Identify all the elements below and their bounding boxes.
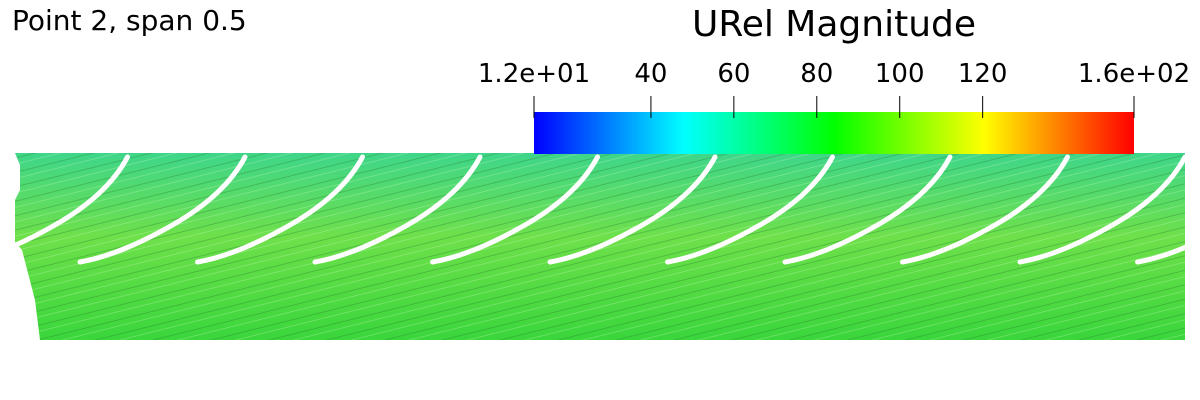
tick-label: 1.6e+02 — [1078, 59, 1190, 89]
colorbar-title: URel Magnitude — [692, 4, 976, 45]
tick-label: 120 — [958, 59, 1008, 89]
tick-label: 60 — [717, 59, 750, 89]
blade — [782, 154, 953, 265]
blade — [900, 154, 1070, 265]
tick-label: 40 — [634, 59, 667, 89]
blade — [547, 154, 718, 265]
blade — [1017, 154, 1188, 265]
blade — [1135, 237, 1200, 265]
blade — [0, 154, 130, 255]
blade — [312, 154, 483, 265]
tick-label: 1.2e+01 — [478, 59, 590, 89]
tick-label: 100 — [875, 59, 925, 89]
colorbar — [534, 112, 1134, 154]
blade — [195, 154, 365, 265]
blade — [665, 154, 835, 265]
flow-field — [0, 153, 1200, 340]
blade — [77, 154, 248, 265]
blade — [430, 154, 600, 265]
title: Point 2, span 0.5 — [12, 4, 247, 37]
tick-label: 80 — [800, 59, 833, 89]
